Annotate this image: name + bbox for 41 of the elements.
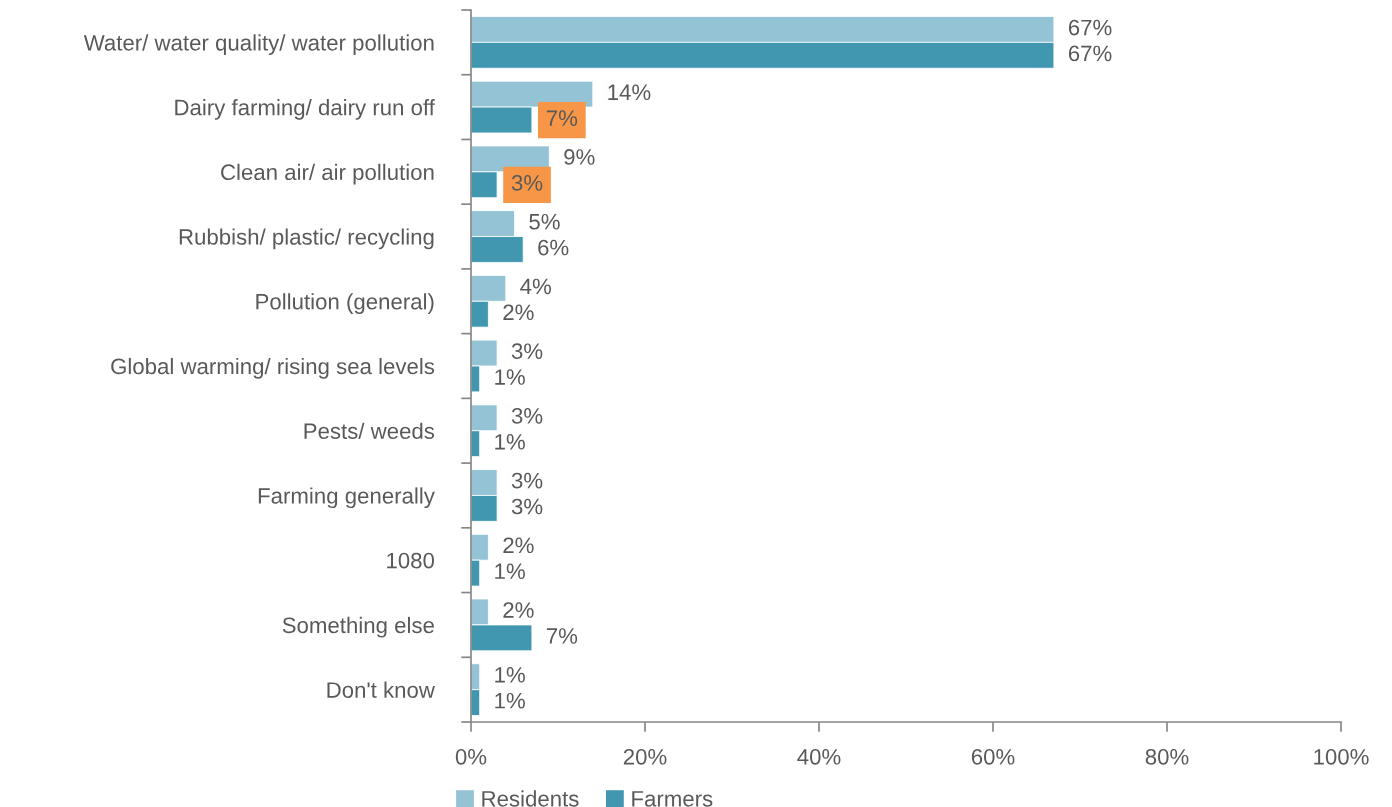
- x-tick-label: 100%: [1314, 748, 1369, 765]
- data-label: 6%: [538, 239, 569, 256]
- annotation: 7%: [546, 110, 578, 126]
- x-tick-label: 80%: [1145, 748, 1189, 765]
- data-label: 1%: [495, 667, 525, 683]
- data-label: 1%: [495, 434, 525, 450]
- data-label: 14%: [608, 84, 651, 101]
- y-tick-label: Don't know: [327, 681, 435, 698]
- y-tick-label: Pests/ weeds: [304, 422, 435, 439]
- y-tick-label: Farming generally: [258, 487, 435, 509]
- data-label: 9%: [564, 149, 595, 165]
- legend-label: Farmers: [632, 791, 713, 807]
- data-label: 67%: [1068, 45, 1112, 62]
- y-tick-label: Rubbish/ plastic/ recycling: [179, 228, 434, 250]
- x-tick-label: 40%: [797, 748, 841, 765]
- y-tick-label: Clean air/ air pollution: [221, 163, 434, 185]
- x-tick-label: 20%: [623, 748, 667, 765]
- data-label: 2%: [503, 304, 534, 321]
- data-label: 3%: [511, 343, 543, 360]
- data-label: 2%: [503, 602, 534, 618]
- y-tick-label: Pollution (general): [256, 293, 434, 314]
- data-label: 3%: [511, 408, 543, 424]
- y-tick-label: Dairy farming/ dairy run off: [175, 99, 435, 120]
- data-label: 3%: [511, 472, 543, 489]
- data-label: 1%: [495, 369, 525, 385]
- legend-label: Residents: [482, 790, 579, 807]
- data-label: 7%: [546, 628, 578, 644]
- annotation: 3%: [511, 174, 543, 191]
- y-tick-label: Something else: [282, 616, 434, 638]
- x-tick-label: 60%: [971, 748, 1015, 765]
- data-label: 1%: [495, 692, 525, 709]
- data-label: 3%: [511, 498, 543, 515]
- y-tick-label: Global warming/ rising sea levels: [111, 357, 435, 379]
- data-label: 4%: [520, 278, 552, 295]
- data-label: 67%: [1068, 19, 1112, 36]
- y-tick-label: 1080: [387, 552, 435, 569]
- data-label: 5%: [529, 213, 560, 230]
- x-tick-label: 0%: [455, 748, 487, 765]
- data-label: 1%: [495, 563, 525, 580]
- data-label: 2%: [503, 537, 534, 554]
- y-tick-label: Water/ water quality/ water pollution: [83, 34, 434, 56]
